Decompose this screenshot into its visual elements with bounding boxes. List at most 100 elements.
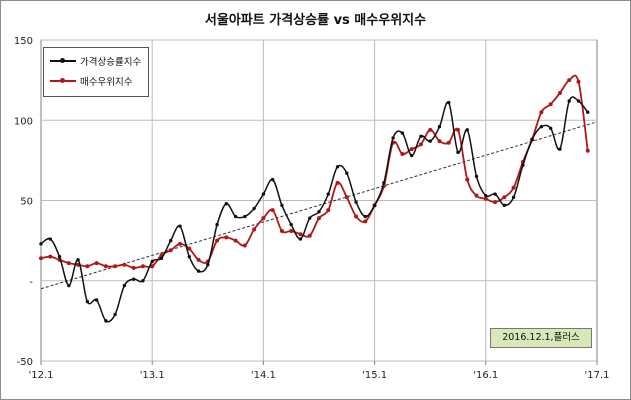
- point-price-36: [372, 203, 377, 208]
- point-buyer-32: [335, 180, 340, 185]
- point-price-25: [270, 177, 275, 182]
- point-buyer-29: [307, 233, 312, 238]
- point-price-7: [104, 319, 108, 323]
- point-price-20: [224, 202, 229, 206]
- point-buyer-15: [178, 241, 182, 246]
- point-buyer-17: [196, 257, 201, 262]
- point-price-19: [215, 222, 219, 227]
- point-price-30: [317, 210, 321, 214]
- point-buyer-49: [493, 200, 498, 205]
- legend-swatch-buyer: [50, 77, 76, 85]
- point-price-26: [280, 203, 284, 208]
- point-price-8: [113, 312, 117, 317]
- legend-item-price: 가격상승률지수: [50, 54, 141, 68]
- point-price-18: [206, 263, 210, 267]
- point-price-58: [576, 99, 581, 103]
- point-price-9: [122, 283, 127, 288]
- point-price-10: [131, 277, 136, 281]
- point-buyer-26: [279, 228, 284, 233]
- point-buyer-35: [363, 219, 368, 224]
- point-price-41: [419, 134, 423, 138]
- point-price-57: [567, 99, 571, 103]
- point-price-28: [298, 237, 303, 241]
- point-price-35: [363, 214, 368, 219]
- point-price-0: [39, 242, 43, 246]
- point-price-29: [308, 216, 312, 220]
- y-tick-label-2: 50: [20, 197, 33, 208]
- point-buyer-46: [465, 177, 470, 182]
- x-tick-label-1: '13.1: [140, 370, 165, 381]
- y-tick-label-0: 150: [14, 36, 33, 47]
- point-buyer-44: [446, 140, 451, 145]
- point-price-22: [243, 214, 247, 219]
- point-buyer-41: [418, 142, 423, 147]
- point-buyer-39: [400, 151, 405, 156]
- point-price-59: [586, 110, 590, 114]
- point-buyer-51: [511, 185, 516, 190]
- legend-label-price: 가격상승률지수: [80, 57, 142, 68]
- point-buyer-56: [557, 90, 562, 95]
- point-price-1: [48, 237, 52, 241]
- point-buyer-54: [539, 110, 544, 115]
- x-tick-label-0: '12.1: [28, 370, 53, 381]
- point-price-5: [85, 299, 90, 304]
- point-price-31: [326, 192, 330, 196]
- point-price-53: [530, 137, 534, 142]
- point-buyer-40: [409, 147, 414, 152]
- point-price-13: [159, 256, 164, 260]
- point-buyer-30: [317, 216, 321, 221]
- point-price-24: [261, 192, 266, 196]
- point-buyer-31: [326, 208, 331, 213]
- legend-swatch-price: [50, 57, 76, 65]
- point-price-51: [511, 195, 516, 199]
- point-buyer-33: [344, 195, 349, 200]
- point-price-55: [548, 126, 553, 130]
- y-tick-label-4: -50: [17, 357, 33, 368]
- point-price-15: [178, 224, 182, 228]
- point-price-39: [400, 131, 405, 135]
- point-price-4: [76, 258, 80, 262]
- point-buyer-10: [131, 265, 136, 270]
- point-price-56: [558, 147, 562, 151]
- chart-title: 서울아파트 가격상승률 vs 매수우위지수: [204, 13, 427, 28]
- point-price-11: [141, 279, 145, 283]
- point-buyer-28: [298, 232, 303, 237]
- point-buyer-8: [113, 264, 118, 269]
- point-buyer-20: [224, 235, 229, 240]
- point-price-44: [447, 100, 451, 105]
- point-buyer-12: [150, 264, 155, 269]
- point-price-34: [354, 200, 358, 204]
- point-buyer-27: [289, 228, 294, 233]
- point-price-3: [67, 283, 71, 288]
- point-buyer-7: [103, 264, 108, 269]
- point-price-33: [345, 171, 349, 175]
- point-price-40: [409, 153, 414, 158]
- point-price-48: [484, 193, 488, 198]
- point-buyer-34: [354, 214, 359, 219]
- x-tick-label-4: '16.1: [473, 370, 498, 381]
- point-buyer-19: [215, 238, 220, 243]
- point-buyer-22: [242, 243, 247, 248]
- point-buyer-11: [140, 264, 145, 269]
- point-price-47: [474, 174, 479, 179]
- point-buyer-0: [39, 256, 43, 261]
- legend-item-buyer: 매수우위지수: [50, 74, 132, 88]
- point-price-50: [502, 203, 507, 208]
- point-buyer-25: [270, 208, 275, 213]
- point-price-12: [150, 259, 154, 264]
- point-buyer-47: [474, 193, 479, 198]
- point-buyer-43: [437, 139, 442, 144]
- point-buyer-57: [567, 78, 572, 83]
- point-price-21: [233, 214, 238, 219]
- x-tick-label-5: '17.1: [584, 370, 609, 381]
- point-price-6: [94, 298, 99, 302]
- point-price-17: [196, 269, 201, 273]
- chart-legend: 가격상승률지수 매수우위지수: [43, 47, 149, 97]
- y-tick-label-3: -: [29, 277, 33, 288]
- point-buyer-55: [548, 102, 553, 107]
- point-buyer-3: [66, 261, 71, 266]
- point-price-45: [456, 150, 460, 155]
- point-buyer-21: [233, 238, 238, 243]
- point-buyer-5: [85, 264, 90, 269]
- point-buyer-48: [483, 196, 488, 201]
